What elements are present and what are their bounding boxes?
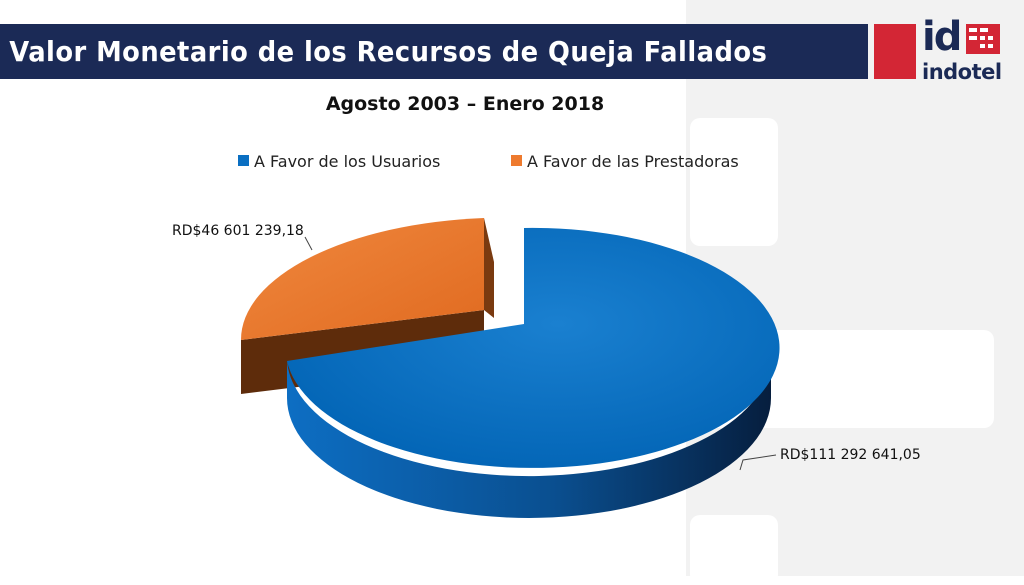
chart-title: Agosto 2003 – Enero 2018 [326, 93, 604, 115]
title-bar: Valor Monetario de los Recursos de Queja… [0, 24, 868, 79]
leader-line-prestadoras [304, 236, 313, 251]
background-notch [690, 515, 778, 585]
pie-slice-prestadoras-top [240, 218, 484, 340]
legend-swatch-usuarios [238, 155, 249, 166]
pie-slice-usuarios-side [287, 351, 772, 518]
legend: A Favor de los Usuarios A Favor de las P… [238, 152, 739, 171]
pie-slice-usuarios-top [287, 227, 780, 468]
leader-line-usuarios [739, 454, 777, 471]
background-notch [690, 118, 778, 246]
legend-swatch-prestadoras [511, 155, 522, 166]
pie-slice-usuarios [287, 227, 780, 518]
legend-label-prestadoras: A Favor de las Prestadoras [527, 152, 739, 171]
logo-grid-icon [966, 24, 1000, 54]
data-label-usuarios: RD$111 292 641,05 [780, 447, 921, 463]
legend-label-usuarios: A Favor de los Usuarios [254, 152, 440, 171]
logo-mark: id [922, 14, 962, 60]
pie-slice-prestadoras-wall [484, 218, 494, 318]
data-label-prestadoras: RD$46 601 239,18 [172, 223, 304, 239]
page-title: Valor Monetario de los Recursos de Queja… [9, 35, 768, 68]
accent-block [874, 24, 916, 79]
indotel-logo-icon: id indotel [920, 14, 1020, 84]
logo-name: indotel [922, 60, 1002, 84]
